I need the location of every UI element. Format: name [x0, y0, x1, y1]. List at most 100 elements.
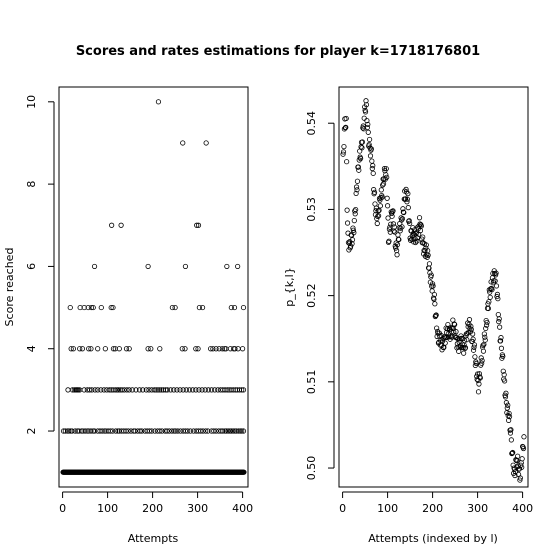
rate-point	[366, 136, 373, 143]
rate-point	[510, 449, 516, 456]
score-point	[145, 263, 151, 270]
rate-point	[344, 220, 351, 226]
score-point	[231, 304, 238, 311]
score-point	[115, 387, 122, 393]
rate-point	[406, 218, 412, 224]
score-point	[215, 387, 221, 393]
rate-point	[343, 115, 349, 122]
rate-point	[383, 172, 389, 178]
rate-point	[508, 427, 514, 433]
rate-point	[407, 220, 413, 226]
rate-point	[519, 456, 525, 462]
rate-point	[442, 340, 448, 346]
rate-point	[364, 118, 370, 124]
score-point	[62, 428, 68, 434]
score-point	[179, 346, 185, 352]
rate-point	[365, 129, 371, 135]
rate-point	[354, 178, 361, 184]
rate-point	[359, 145, 365, 151]
rate-point	[344, 207, 350, 213]
score-point	[102, 346, 108, 352]
rate-point	[492, 278, 498, 284]
rate-point	[433, 312, 439, 319]
rate-point	[489, 286, 495, 293]
rate-point	[517, 477, 523, 483]
score-point	[187, 428, 193, 434]
left-y-tick-label: 8	[25, 181, 38, 188]
score-point	[72, 428, 78, 434]
rate-point	[506, 417, 512, 423]
score-point	[129, 387, 135, 393]
score-point	[164, 387, 171, 393]
score-point	[208, 346, 214, 352]
rate-point	[390, 208, 396, 214]
right-y-tick-label: 0.54	[305, 111, 318, 136]
score-point	[119, 387, 125, 393]
score-point	[213, 428, 219, 434]
rate-point	[496, 316, 502, 322]
rate-point	[429, 281, 436, 287]
score-point	[235, 263, 241, 270]
score-point	[116, 346, 122, 352]
score-point	[91, 263, 98, 270]
rate-point	[348, 243, 354, 249]
left-x-tick-label: 0	[59, 502, 66, 515]
score-point	[151, 387, 157, 393]
rate-point	[386, 226, 392, 232]
score-point	[157, 387, 163, 393]
rate-point	[521, 434, 527, 440]
rate-point	[485, 305, 491, 312]
score-point	[190, 428, 197, 434]
rate-point	[384, 174, 390, 180]
rate-point	[393, 240, 399, 246]
rate-point	[412, 239, 419, 246]
rate-point	[464, 337, 470, 343]
score-point	[86, 346, 92, 352]
score-point	[224, 263, 230, 270]
score-point	[228, 428, 234, 434]
rate-point	[453, 329, 459, 335]
left-x-tick-label: 200	[142, 502, 163, 515]
right-points	[340, 98, 527, 483]
score-point	[202, 387, 208, 393]
rate-point	[498, 335, 504, 341]
score-point	[148, 346, 154, 352]
rate-point	[368, 146, 374, 152]
rate-point	[376, 207, 382, 213]
score-point	[87, 387, 93, 393]
score-point	[186, 387, 193, 393]
rate-point	[479, 357, 485, 364]
rate-point	[501, 378, 508, 384]
rate-point	[354, 187, 360, 193]
rate-point	[484, 319, 490, 326]
rate-point	[366, 142, 372, 148]
rate-point	[506, 414, 513, 420]
rate-point	[341, 144, 347, 150]
rate-point	[473, 360, 479, 366]
score-point	[107, 428, 113, 434]
rate-point	[515, 463, 521, 469]
rate-point	[432, 301, 438, 307]
score-point	[168, 387, 174, 393]
score-point	[163, 387, 169, 393]
rate-point	[356, 167, 362, 173]
rate-point	[345, 239, 352, 246]
rate-point	[481, 331, 487, 337]
score-point	[101, 387, 107, 393]
score-point	[98, 387, 104, 393]
rate-point	[398, 225, 404, 231]
score-point	[224, 387, 230, 393]
score-point	[194, 222, 200, 228]
rate-point	[379, 194, 385, 200]
score-point	[157, 346, 163, 352]
rate-point	[503, 390, 509, 396]
score-point	[132, 428, 138, 434]
rate-point	[505, 402, 511, 408]
score-point	[240, 428, 247, 434]
rate-point	[478, 355, 484, 361]
rate-point	[403, 186, 409, 192]
rate-point	[394, 241, 401, 248]
score-point	[172, 428, 179, 434]
score-point	[125, 428, 131, 434]
rate-point	[404, 199, 410, 205]
